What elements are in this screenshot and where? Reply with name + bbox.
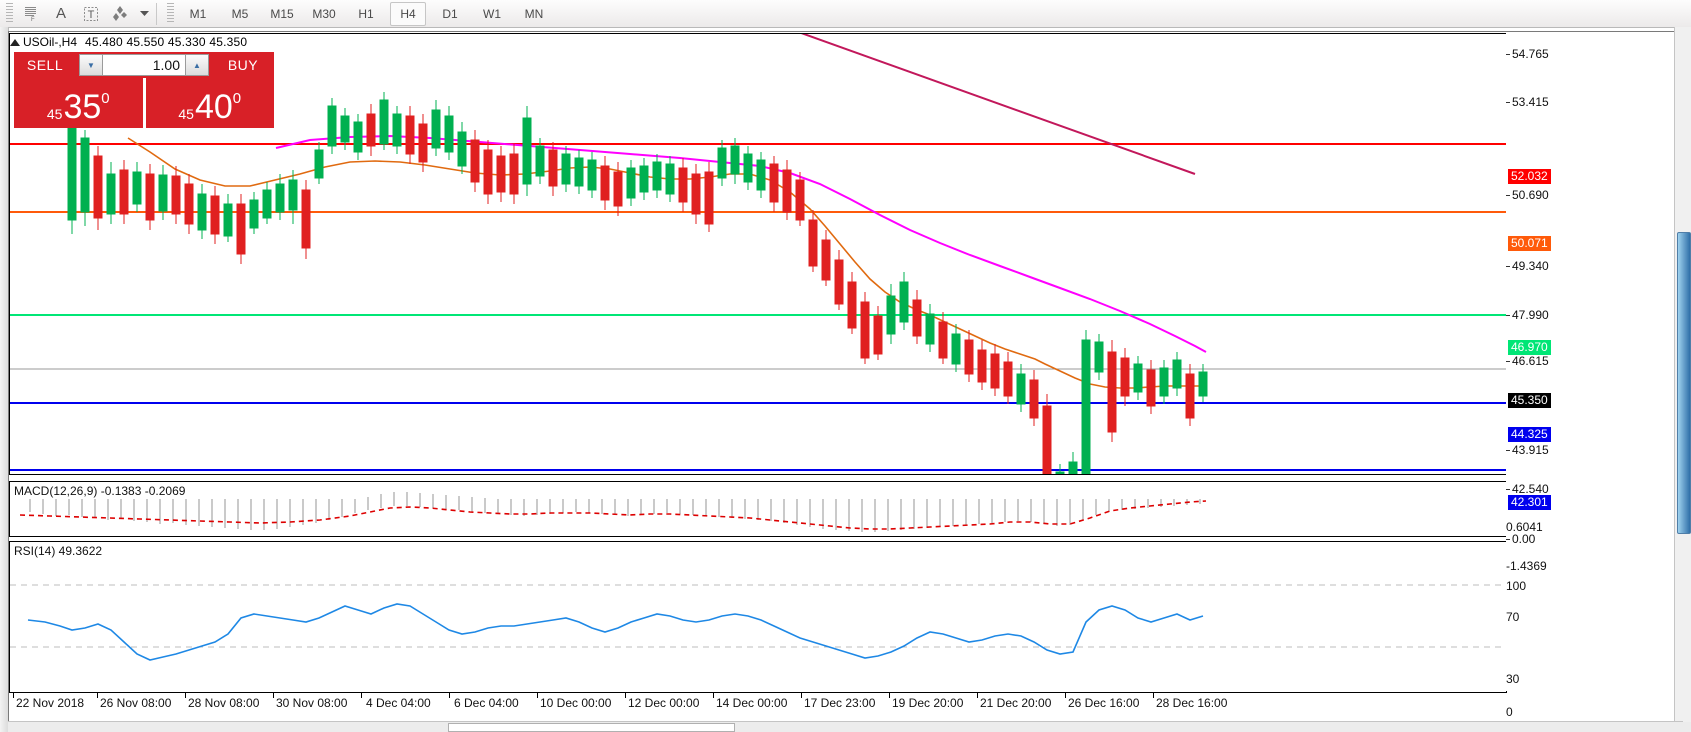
buy-price-integer: 45: [178, 106, 194, 122]
timeframe-m1[interactable]: M1: [189, 6, 207, 21]
time-label-11: 21 Dec 20:00: [980, 696, 1052, 710]
volume-input[interactable]: 1.00: [103, 54, 185, 76]
price-tick-49340: 49.340: [1506, 259, 1549, 273]
ma-slow-line: [275, 134, 1207, 353]
timeframe-w1[interactable]: W1: [483, 6, 501, 21]
volume-decrease-button[interactable]: ▼: [79, 54, 103, 76]
timeframe-m5[interactable]: M5: [231, 6, 249, 21]
timeframe-d1[interactable]: D1: [442, 6, 458, 21]
toolbar-divider: [156, 2, 157, 25]
price-label-50071: 50.071: [1508, 236, 1551, 251]
scrollbar-corner: [1675, 722, 1691, 732]
text-label-icon[interactable]: T: [76, 2, 106, 26]
horizontal-scrollbar[interactable]: [8, 721, 1683, 732]
horizontal-scrollbar-thumb[interactable]: [448, 723, 735, 732]
price-plot: [10, 34, 1506, 474]
macd-pane[interactable]: MACD(12,26,9) -0.1383 -0.2069: [9, 481, 1507, 537]
price-label-42301: 42.301: [1508, 495, 1551, 510]
svg-text:T: T: [88, 9, 95, 21]
sell-button[interactable]: SELL: [14, 52, 76, 78]
rsi-tick-30: 30: [1506, 672, 1520, 686]
price-axis[interactable]: 54.765 53.415 52.032 50.690 50.071 49.34…: [1506, 33, 1611, 719]
price-tick-50690: 50.690: [1506, 188, 1549, 202]
macd-plot: [19, 492, 1207, 532]
price-label-44325: 44.325: [1508, 427, 1551, 442]
timeframe-mn[interactable]: MN: [524, 6, 544, 21]
vertical-scrollbar[interactable]: [1674, 27, 1691, 732]
rsi-tick-100: 100: [1506, 579, 1527, 593]
volume-stepper[interactable]: ▼ 1.00 ▲: [76, 52, 212, 78]
vertical-scrollbar-thumb[interactable]: [1677, 232, 1691, 534]
time-label-9: 17 Dec 23:00: [804, 696, 876, 710]
sell-price-display[interactable]: 45 35 0: [14, 78, 143, 128]
text-tool-icon[interactable]: A: [55, 5, 66, 22]
timeframe-h4[interactable]: H4: [390, 1, 426, 26]
price-tick-54765: 54.765: [1506, 47, 1549, 61]
toolbar-grip[interactable]: [6, 3, 13, 24]
timeframe-h1[interactable]: H1: [358, 6, 374, 21]
buy-price-point: 0: [232, 90, 242, 107]
buy-price-main: 40: [194, 88, 233, 126]
rsi-tick-0: 0: [1506, 705, 1513, 719]
symbol-header: USOil-,H4 45.480 45.550 45.330 45.350: [10, 35, 247, 49]
time-label-0: 22 Nov 2018: [16, 696, 85, 710]
time-label-7: 12 Dec 00:00: [628, 696, 700, 710]
symbol-name: USOil-,H4: [23, 35, 78, 49]
rsi-line: [27, 603, 1204, 661]
current-price-label: 45.350: [1508, 393, 1551, 408]
time-label-5: 6 Dec 04:00: [454, 696, 519, 710]
symbol-ohlc: 45.480 45.550 45.330 45.350: [85, 35, 248, 49]
time-label-13: 28 Dec 16:00: [1156, 696, 1228, 710]
rsi-label: RSI(14) 49.3622: [14, 544, 103, 558]
macd-histogram: [29, 492, 1201, 532]
one-click-trading-panel[interactable]: SELL ▼ 1.00 ▲ BUY 45 35 0 45 40 0: [14, 52, 274, 128]
rsi-pane[interactable]: RSI(14) 49.3622: [9, 541, 1507, 693]
time-label-12: 26 Dec 16:00: [1068, 696, 1140, 710]
buy-price-display[interactable]: 45 40 0: [145, 78, 274, 128]
time-label-4: 4 Dec 04:00: [366, 696, 431, 710]
indicators-icon[interactable]: F: [16, 2, 46, 26]
main-toolbar: F A T M1 M5 M15 M30 H1 H4 D1 W1 MN: [0, 0, 1691, 28]
macd-tick-upper: 0.6041: [1506, 520, 1543, 534]
octp-price-row: 45 35 0 45 40 0: [14, 78, 274, 128]
timeframe-grip[interactable]: [167, 3, 174, 24]
volume-increase-button[interactable]: ▲: [185, 54, 209, 76]
rsi-plot: [10, 584, 1506, 661]
rsi-tick-70: 70: [1506, 610, 1520, 624]
price-tick-46615: 46.615: [1506, 354, 1549, 368]
ma-fast-line: [127, 137, 1206, 389]
price-label-46970: 46.970: [1508, 340, 1551, 355]
price-tick-47990: 47.990: [1506, 308, 1549, 322]
price-tick-43915: 43.915: [1506, 443, 1549, 457]
sell-price-main: 35: [63, 88, 102, 126]
price-tick-53415: 53.415: [1506, 95, 1549, 109]
time-label-6: 10 Dec 00:00: [540, 696, 612, 710]
timeframe-m15[interactable]: M15: [270, 6, 294, 21]
timeframe-m30[interactable]: M30: [312, 6, 336, 21]
sell-price-integer: 45: [46, 106, 63, 122]
sell-price-point: 0: [101, 90, 110, 107]
macd-signal-line: [19, 500, 1207, 530]
time-label-1: 26 Nov 08:00: [100, 696, 172, 710]
trendline: [800, 34, 1196, 175]
buy-button[interactable]: BUY: [212, 52, 274, 78]
octp-controls-row: SELL ▼ 1.00 ▲ BUY: [14, 52, 274, 78]
time-label-2: 28 Nov 08:00: [188, 696, 260, 710]
macd-tick-lower: -1.4369: [1506, 559, 1547, 573]
time-label-3: 30 Nov 08:00: [276, 696, 348, 710]
dropdown-caret-icon[interactable]: [136, 2, 152, 26]
time-label-10: 19 Dec 20:00: [892, 696, 964, 710]
time-axis[interactable]: 22 Nov 2018 26 Nov 08:00 28 Nov 08:00 30…: [9, 692, 1505, 715]
candlestick-series: [67, 92, 1208, 474]
price-tick-42540: 42.540: [1506, 482, 1549, 496]
macd-label: MACD(12,26,9) -0.1383 -0.2069: [14, 484, 186, 498]
objects-icon[interactable]: [106, 2, 136, 26]
macd-tick-zero: 0.00: [1506, 532, 1535, 546]
price-label-52032: 52.032: [1508, 169, 1551, 184]
symbol-marker-icon: [10, 38, 20, 46]
time-label-8: 14 Dec 00:00: [716, 696, 788, 710]
svg-text:F: F: [31, 17, 35, 22]
